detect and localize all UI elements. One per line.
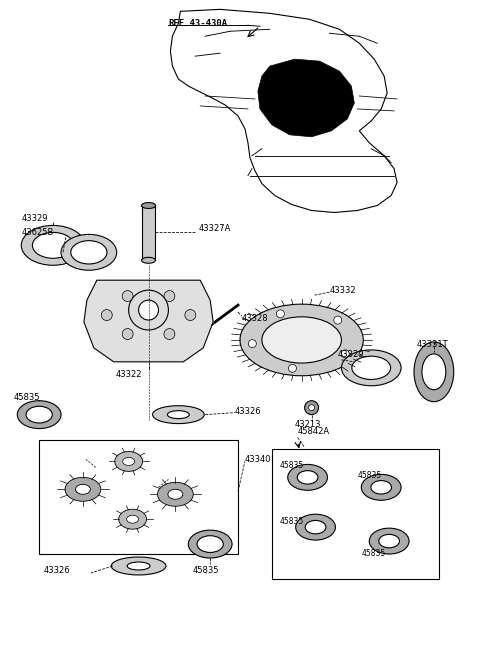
Ellipse shape — [288, 464, 327, 490]
Ellipse shape — [21, 226, 85, 265]
Circle shape — [305, 401, 319, 415]
Text: 43331T: 43331T — [417, 340, 449, 350]
Text: 43327A: 43327A — [198, 224, 230, 233]
Ellipse shape — [127, 515, 139, 523]
Ellipse shape — [414, 342, 454, 401]
Ellipse shape — [26, 406, 52, 423]
Ellipse shape — [371, 481, 392, 494]
Ellipse shape — [123, 457, 134, 465]
Ellipse shape — [422, 354, 446, 390]
Ellipse shape — [142, 257, 156, 263]
Ellipse shape — [352, 356, 391, 379]
Text: 45835: 45835 — [192, 567, 219, 575]
Text: 43340: 43340 — [245, 455, 272, 464]
Ellipse shape — [262, 317, 341, 363]
Ellipse shape — [361, 474, 401, 501]
Circle shape — [309, 405, 314, 411]
Text: 43326: 43326 — [235, 407, 262, 416]
Ellipse shape — [153, 405, 204, 424]
Ellipse shape — [142, 203, 156, 209]
Text: 45835: 45835 — [280, 461, 304, 470]
Polygon shape — [84, 280, 213, 362]
Circle shape — [122, 329, 133, 340]
Text: 43326: 43326 — [43, 567, 70, 575]
Circle shape — [276, 310, 284, 318]
Ellipse shape — [65, 478, 101, 501]
Ellipse shape — [17, 401, 61, 428]
Text: 45835: 45835 — [13, 393, 40, 402]
Ellipse shape — [119, 509, 146, 529]
Ellipse shape — [115, 451, 143, 472]
Text: 45835: 45835 — [280, 517, 304, 525]
Circle shape — [122, 291, 133, 302]
Ellipse shape — [297, 470, 318, 484]
Ellipse shape — [71, 241, 107, 264]
Ellipse shape — [33, 232, 74, 258]
Text: 43329: 43329 — [337, 350, 364, 359]
Circle shape — [288, 364, 297, 373]
Text: 43329: 43329 — [21, 214, 48, 223]
Circle shape — [129, 290, 168, 330]
Ellipse shape — [197, 536, 223, 552]
Ellipse shape — [111, 557, 166, 575]
Text: REF.43-430A: REF.43-430A — [168, 19, 228, 28]
Ellipse shape — [296, 514, 336, 540]
Text: 43213: 43213 — [295, 420, 321, 429]
Polygon shape — [258, 59, 354, 137]
Ellipse shape — [240, 304, 363, 376]
Ellipse shape — [157, 482, 193, 506]
Ellipse shape — [369, 528, 409, 554]
Text: 43328: 43328 — [242, 314, 269, 323]
Ellipse shape — [305, 520, 326, 534]
Ellipse shape — [341, 350, 401, 386]
Bar — [142, 205, 156, 260]
Text: 45835: 45835 — [357, 471, 382, 480]
Ellipse shape — [75, 484, 90, 494]
Text: 45835: 45835 — [361, 548, 385, 558]
Text: 43322: 43322 — [116, 370, 142, 379]
Bar — [39, 440, 238, 554]
Circle shape — [185, 310, 196, 321]
Text: 43625B: 43625B — [21, 228, 54, 237]
Text: 43332: 43332 — [329, 285, 356, 295]
Ellipse shape — [379, 535, 399, 548]
Circle shape — [334, 316, 342, 324]
Circle shape — [101, 310, 112, 321]
Ellipse shape — [188, 530, 232, 558]
Circle shape — [164, 329, 175, 340]
Ellipse shape — [127, 562, 150, 570]
Ellipse shape — [168, 489, 183, 499]
Circle shape — [164, 291, 175, 302]
Circle shape — [341, 350, 349, 358]
Text: 45842A: 45842A — [298, 427, 330, 436]
Ellipse shape — [168, 411, 189, 419]
Bar — [272, 449, 439, 579]
Circle shape — [139, 300, 158, 320]
Circle shape — [248, 340, 256, 348]
Ellipse shape — [61, 234, 117, 270]
